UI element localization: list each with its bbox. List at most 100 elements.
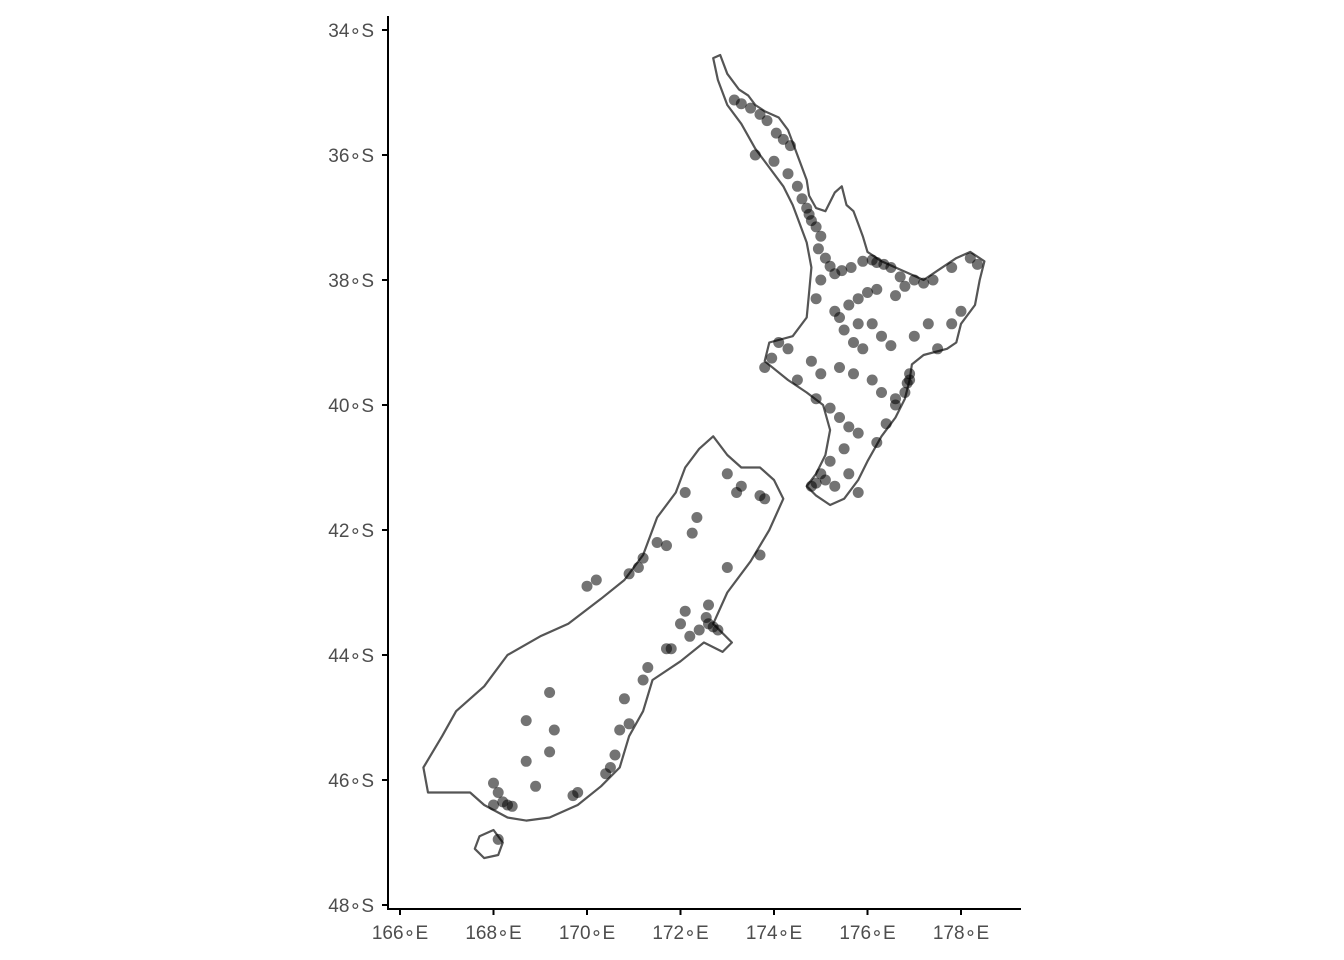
data-point xyxy=(908,330,920,342)
data-point xyxy=(777,133,789,145)
coastline-group xyxy=(422,53,986,860)
data-point xyxy=(637,552,649,564)
data-point xyxy=(810,293,822,305)
x-tick-label: 170∘E xyxy=(559,923,615,944)
data-point xyxy=(691,512,703,523)
data-point xyxy=(908,274,920,286)
data-point xyxy=(530,780,542,792)
y-axis: 34∘S 36∘S 38∘S 40∘S 42∘S 44∘S 46∘S 48∘S xyxy=(328,21,388,917)
x-tick-label: 176∘E xyxy=(839,923,895,944)
data-point xyxy=(665,643,677,655)
data-point xyxy=(761,115,773,127)
data-point xyxy=(754,549,766,561)
data-point xyxy=(876,330,887,342)
data-point xyxy=(520,715,532,727)
data-point xyxy=(544,687,556,698)
x-tick-label: 168∘E xyxy=(465,923,521,944)
x-tick-label: 174∘E xyxy=(746,923,802,944)
data-point xyxy=(848,368,859,380)
data-point xyxy=(768,155,780,167)
data-point xyxy=(686,527,698,539)
data-point xyxy=(890,399,901,411)
data-point xyxy=(899,387,911,398)
data-point xyxy=(791,180,803,192)
coastline-north-island xyxy=(712,53,986,507)
data-point xyxy=(544,746,556,758)
data-point xyxy=(815,368,827,380)
data-point xyxy=(492,833,504,845)
data-point xyxy=(520,755,532,767)
data-point xyxy=(731,487,743,498)
data-point xyxy=(782,343,794,355)
data-point xyxy=(815,274,827,286)
data-point xyxy=(805,355,817,367)
data-point xyxy=(824,402,836,414)
x-tick-label: 172∘E xyxy=(652,923,708,944)
data-point xyxy=(815,230,827,242)
x-tick-label: 166∘E xyxy=(372,923,428,944)
data-point xyxy=(632,562,644,573)
data-point xyxy=(829,305,841,317)
data-point xyxy=(876,387,887,398)
data-point xyxy=(824,455,836,467)
x-tick-label: 178∘E xyxy=(933,923,989,944)
data-point xyxy=(955,305,967,317)
data-point xyxy=(852,293,864,305)
data-point xyxy=(819,252,831,264)
data-point xyxy=(693,624,705,636)
data-point xyxy=(661,540,672,552)
data-point xyxy=(703,599,714,611)
data-point xyxy=(623,568,635,580)
data-point xyxy=(918,277,930,289)
data-point xyxy=(845,262,857,273)
y-tick-label: 34∘S xyxy=(328,21,374,42)
data-point xyxy=(759,362,771,373)
data-point xyxy=(805,480,817,492)
data-point xyxy=(838,324,850,336)
data-point xyxy=(852,427,864,439)
y-tick-label: 38∘S xyxy=(328,271,374,292)
y-tick-label: 44∘S xyxy=(328,646,374,667)
data-point xyxy=(946,262,958,273)
data-point xyxy=(904,374,916,386)
data-point xyxy=(684,630,696,642)
data-point xyxy=(488,777,499,789)
data-point xyxy=(614,724,626,736)
data-point xyxy=(866,374,878,386)
data-point xyxy=(922,318,934,330)
data-point xyxy=(609,749,621,761)
data-point xyxy=(834,362,845,373)
data-point xyxy=(749,149,761,161)
data-point xyxy=(836,265,848,277)
data-point xyxy=(488,799,499,811)
data-points-group xyxy=(488,94,983,845)
data-point xyxy=(885,340,897,352)
coastline-south-island xyxy=(422,435,785,822)
data-point xyxy=(946,318,958,330)
data-point xyxy=(894,271,906,283)
x-axis: 166∘E 168∘E 170∘E 172∘E 174∘E 176∘E 178∘E xyxy=(372,909,989,944)
data-point xyxy=(857,255,869,267)
data-point xyxy=(848,337,859,348)
data-point xyxy=(885,262,897,273)
data-point xyxy=(852,487,864,498)
data-point xyxy=(810,393,822,405)
y-tick-label: 40∘S xyxy=(328,396,374,417)
data-point xyxy=(721,468,733,480)
data-point xyxy=(492,787,504,798)
y-tick-label: 48∘S xyxy=(328,896,374,917)
data-point xyxy=(600,768,612,780)
data-point xyxy=(735,98,747,110)
data-point xyxy=(679,487,691,498)
data-point xyxy=(852,318,864,330)
data-point xyxy=(819,474,831,486)
data-point xyxy=(791,374,803,386)
data-point xyxy=(880,418,892,430)
data-point xyxy=(862,287,873,298)
data-point xyxy=(964,252,976,264)
data-point xyxy=(623,718,635,730)
data-point xyxy=(971,258,983,270)
data-point xyxy=(567,790,579,802)
data-point xyxy=(679,605,691,617)
